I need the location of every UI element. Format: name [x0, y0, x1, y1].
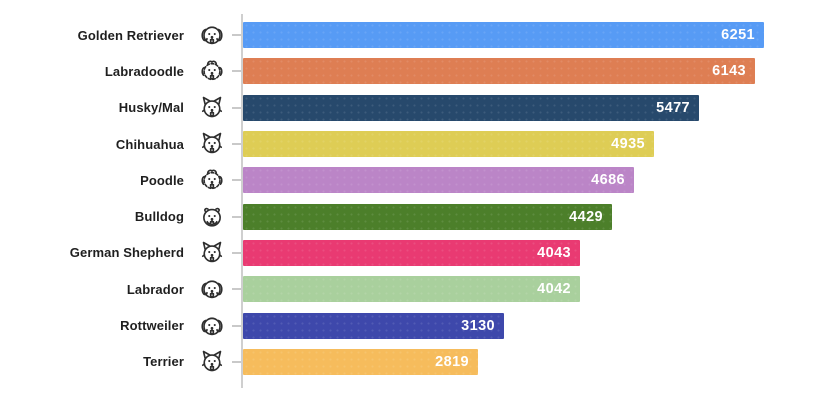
- breed-label: Bulldog: [134, 209, 184, 225]
- chart-row: Bulldog 4429: [0, 198, 840, 234]
- bar[interactable]: 6143: [243, 58, 755, 85]
- axis-tick: [232, 143, 241, 146]
- bar[interactable]: 4042: [243, 276, 580, 303]
- bar[interactable]: 4686: [243, 167, 634, 194]
- bar-value-label: 6251: [721, 27, 755, 44]
- bar[interactable]: 2819: [243, 348, 478, 375]
- bar-value-label: 4429: [569, 208, 603, 225]
- breed-label: Chihuahua: [115, 136, 184, 152]
- bar-area: 4686: [241, 167, 840, 194]
- rottweiler-icon: [192, 311, 232, 341]
- bar-area: 6251: [241, 22, 840, 49]
- bar-value-label: 4686: [591, 172, 625, 189]
- breed-label: Poodle: [140, 172, 184, 188]
- chart-row: Labrador 4042: [0, 271, 840, 307]
- bulldog-icon: [192, 202, 232, 232]
- chart-row: Rottweiler 3130: [0, 307, 840, 343]
- bar-value-label: 4042: [537, 281, 571, 298]
- bar-area: 4042: [241, 276, 840, 303]
- golden-retriever-icon: [192, 20, 232, 50]
- bar-area: 6143: [241, 58, 840, 85]
- chart-row: Husky/Mal 5477: [0, 90, 840, 126]
- y-axis-line: [241, 14, 243, 388]
- labradoodle-icon: [192, 56, 232, 86]
- chart-row: Poodle 4686: [0, 162, 840, 198]
- axis-tick: [232, 324, 241, 327]
- bar-area: 5477: [241, 94, 840, 121]
- bar[interactable]: 6251: [243, 22, 764, 49]
- chihuahua-icon: [192, 129, 232, 159]
- poodle-icon: [192, 165, 232, 195]
- axis-tick: [232, 179, 241, 182]
- german-shepherd-icon: [192, 238, 232, 268]
- husky-mal-icon: [192, 93, 232, 123]
- axis-tick: [232, 34, 241, 37]
- breed-label: German Shepherd: [69, 245, 184, 261]
- breed-label: Golden Retriever: [77, 27, 184, 43]
- bar[interactable]: 4043: [243, 239, 580, 266]
- bar[interactable]: 4935: [243, 131, 654, 158]
- chart-row: Chihuahua 4935: [0, 126, 840, 162]
- chart-row: Golden Retriever 6251: [0, 17, 840, 53]
- breed-label: Husky/Mal: [118, 100, 184, 116]
- axis-tick: [232, 288, 241, 291]
- breed-label: Labrador: [126, 281, 184, 297]
- labrador-icon: [192, 274, 232, 304]
- chart-row: Terrier 2819: [0, 344, 840, 380]
- bar-area: 4043: [241, 239, 840, 266]
- chart-row: Labradoodle 6143: [0, 53, 840, 89]
- bar-area: 2819: [241, 348, 840, 375]
- chart-row: German Shepherd 4043: [0, 235, 840, 271]
- bar-area: 3130: [241, 312, 840, 339]
- bar-value-label: 6143: [712, 63, 746, 80]
- bar[interactable]: 4429: [243, 203, 612, 230]
- axis-tick: [232, 215, 241, 218]
- bar-value-label: 4935: [611, 136, 645, 153]
- bar[interactable]: 3130: [243, 312, 504, 339]
- bar[interactable]: 5477: [243, 94, 699, 121]
- axis-tick: [232, 360, 241, 363]
- bar-area: 4429: [241, 203, 840, 230]
- breed-label: Terrier: [143, 354, 184, 370]
- breed-label: Rottweiler: [120, 318, 184, 334]
- bar-value-label: 3130: [461, 317, 495, 334]
- axis-tick: [232, 251, 241, 254]
- bar-value-label: 2819: [435, 353, 469, 370]
- bar-value-label: 4043: [537, 244, 571, 261]
- bar-area: 4935: [241, 131, 840, 158]
- bar-value-label: 5477: [656, 99, 690, 116]
- terrier-icon: [192, 347, 232, 377]
- breed-label: Labradoodle: [104, 63, 184, 79]
- axis-tick: [232, 106, 241, 109]
- chart-rows: Golden Retriever 6251 Labradoodle 6143 H…: [0, 14, 840, 388]
- axis-tick: [232, 70, 241, 73]
